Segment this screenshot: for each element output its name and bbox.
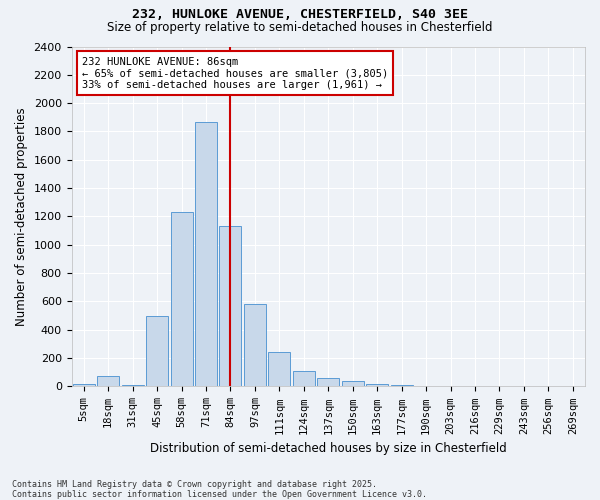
Bar: [122, 385, 143, 386]
Y-axis label: Number of semi-detached properties: Number of semi-detached properties: [15, 107, 28, 326]
Bar: [146, 316, 168, 386]
Bar: [73, 384, 95, 386]
Text: 232, HUNLOKE AVENUE, CHESTERFIELD, S40 3EE: 232, HUNLOKE AVENUE, CHESTERFIELD, S40 3…: [132, 8, 468, 20]
X-axis label: Distribution of semi-detached houses by size in Chesterfield: Distribution of semi-detached houses by …: [150, 442, 506, 455]
Bar: [220, 226, 241, 386]
Bar: [195, 122, 217, 386]
Bar: [293, 371, 315, 386]
Text: 232 HUNLOKE AVENUE: 86sqm
← 65% of semi-detached houses are smaller (3,805)
33% : 232 HUNLOKE AVENUE: 86sqm ← 65% of semi-…: [82, 56, 388, 90]
Bar: [391, 384, 413, 386]
Bar: [97, 376, 119, 386]
Bar: [342, 381, 364, 386]
Bar: [268, 352, 290, 386]
Text: Size of property relative to semi-detached houses in Chesterfield: Size of property relative to semi-detach…: [107, 21, 493, 34]
Bar: [317, 378, 339, 386]
Bar: [366, 384, 388, 386]
Bar: [244, 304, 266, 386]
Text: Contains HM Land Registry data © Crown copyright and database right 2025.
Contai: Contains HM Land Registry data © Crown c…: [12, 480, 427, 499]
Bar: [170, 212, 193, 386]
